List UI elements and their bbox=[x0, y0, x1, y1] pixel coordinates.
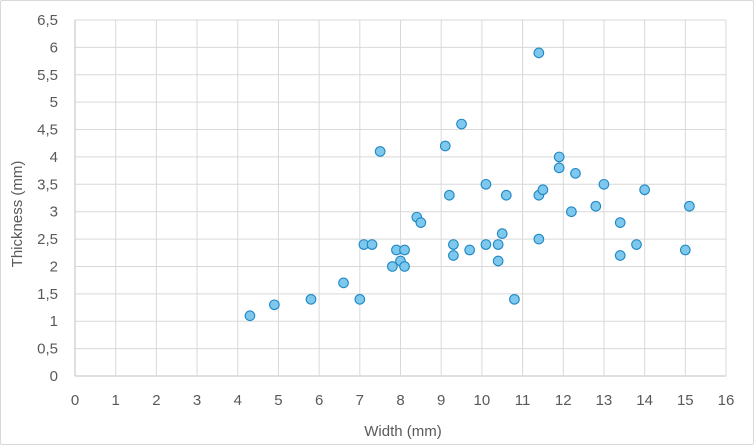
data-point bbox=[631, 239, 642, 250]
y-tick-label: 1 bbox=[50, 313, 58, 330]
x-axis-title: Width (mm) bbox=[364, 423, 442, 440]
data-point bbox=[614, 250, 626, 261]
data-point bbox=[439, 140, 451, 152]
x-axis-ticks: 0 1 2 3 4 5 6 7 8 9 10 11 12 13 14 15 16 bbox=[71, 392, 735, 409]
data-point bbox=[399, 244, 410, 256]
data-point bbox=[509, 293, 520, 305]
data-point bbox=[496, 228, 508, 239]
data-point bbox=[305, 293, 317, 305]
y-tick-label: 2,5 bbox=[37, 231, 58, 248]
x-tick-label: 6 bbox=[315, 392, 323, 409]
y-tick-label: 6 bbox=[50, 39, 58, 56]
data-point bbox=[492, 239, 504, 250]
data-point bbox=[464, 244, 476, 256]
data-point bbox=[533, 233, 545, 245]
x-tick-label: 0 bbox=[71, 392, 79, 409]
x-tick-label: 13 bbox=[596, 392, 613, 409]
data-point bbox=[269, 299, 280, 311]
y-tick-label: 3,5 bbox=[37, 176, 58, 193]
data-point bbox=[590, 200, 602, 212]
y-axis-title: Thickness (mm) bbox=[9, 161, 26, 268]
data-point bbox=[354, 293, 366, 305]
data-point bbox=[639, 184, 650, 196]
data-point bbox=[244, 310, 256, 322]
x-tick-label: 7 bbox=[356, 392, 364, 409]
x-tick-label: 1 bbox=[112, 392, 120, 409]
y-tick-label: 0 bbox=[50, 368, 58, 385]
x-tick-label: 11 bbox=[515, 392, 531, 409]
data-point bbox=[614, 217, 626, 228]
x-tick-label: 2 bbox=[152, 392, 160, 409]
x-tick-label: 5 bbox=[274, 392, 282, 409]
data-point bbox=[338, 277, 349, 289]
data-point bbox=[399, 261, 410, 272]
y-tick-label: 5 bbox=[50, 94, 58, 111]
data-point bbox=[443, 189, 455, 201]
x-tick-label: 9 bbox=[437, 392, 445, 409]
data-point bbox=[553, 151, 565, 163]
y-tick-label: 3 bbox=[50, 204, 58, 221]
x-tick-label: 3 bbox=[193, 392, 201, 409]
data-point bbox=[553, 162, 565, 174]
data-point bbox=[448, 250, 459, 261]
y-tick-label: 4 bbox=[50, 149, 58, 166]
x-tick-label: 4 bbox=[234, 392, 242, 409]
data-point bbox=[480, 239, 492, 250]
y-tick-label: 6,5 bbox=[37, 12, 58, 29]
data-point bbox=[366, 239, 378, 250]
data-point bbox=[456, 118, 467, 130]
y-tick-label: 2 bbox=[50, 258, 58, 275]
data-point bbox=[500, 189, 512, 201]
y-tick-label: 0,5 bbox=[37, 341, 58, 358]
data-point bbox=[415, 217, 427, 228]
data-point bbox=[570, 168, 581, 179]
y-axis-ticks: 0 0,5 1 1,5 2 2,5 3 3,5 4 4,5 5 5,5 6 6,5 bbox=[37, 12, 58, 385]
x-tick-label: 10 bbox=[474, 392, 491, 409]
x-tick-label: 12 bbox=[555, 392, 572, 409]
x-tick-label: 8 bbox=[396, 392, 404, 409]
data-point bbox=[533, 47, 545, 59]
data-point bbox=[492, 255, 504, 267]
y-tick-label: 1,5 bbox=[37, 286, 58, 303]
x-tick-label: 16 bbox=[718, 392, 735, 409]
data-point bbox=[598, 178, 610, 190]
grid-layer bbox=[74, 19, 727, 377]
data-point bbox=[480, 178, 492, 190]
data-point bbox=[374, 146, 386, 157]
y-tick-label: 5,5 bbox=[37, 67, 58, 84]
x-tick-label: 14 bbox=[636, 392, 653, 409]
data-point bbox=[679, 244, 691, 256]
data-point bbox=[566, 206, 577, 218]
data-point bbox=[684, 200, 695, 212]
y-tick-label: 4,5 bbox=[37, 122, 58, 139]
data-point bbox=[387, 261, 398, 272]
data-point bbox=[537, 184, 549, 196]
x-tick-label: 15 bbox=[677, 392, 694, 409]
data-point bbox=[448, 239, 459, 250]
data-points bbox=[244, 47, 695, 322]
